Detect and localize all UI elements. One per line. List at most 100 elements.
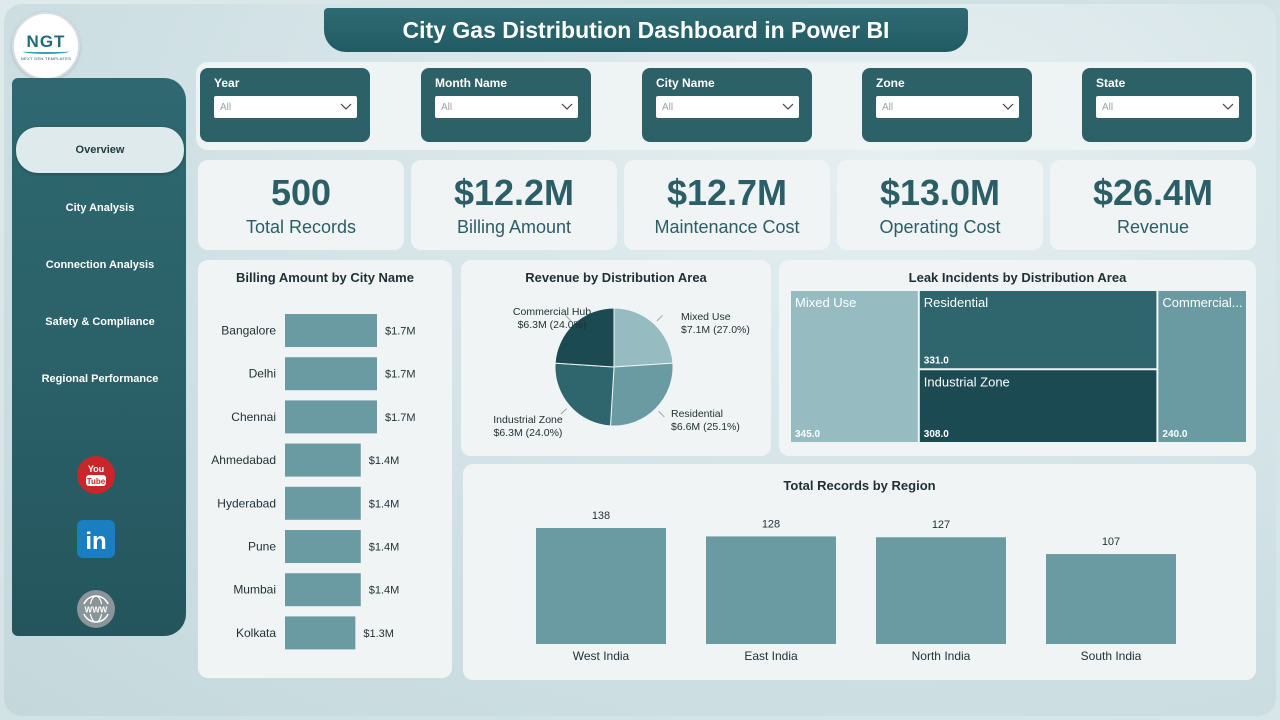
treemap-tile[interactable]	[791, 291, 918, 442]
category-label: Mumbai	[233, 583, 276, 597]
state-dropdown[interactable]: All	[1096, 96, 1239, 118]
data-label: 127	[932, 519, 950, 531]
kpi-label: Billing Amount	[456, 216, 572, 237]
slicer-value: All	[662, 101, 674, 113]
filter-bar: Year All Month Name All City Name All Zo…	[196, 62, 1256, 150]
bar[interactable]	[285, 530, 361, 563]
leader-line	[560, 408, 568, 415]
kpi-label: Maintenance Cost	[654, 216, 800, 237]
nav-city-analysis[interactable]: City Analysis	[16, 185, 184, 231]
bar[interactable]	[285, 573, 361, 607]
pie-slice[interactable]	[613, 307, 674, 368]
category-label: East India	[744, 649, 798, 663]
nav-label: City Analysis	[65, 202, 135, 214]
data-label: $1.4M	[369, 498, 400, 510]
bar[interactable]	[876, 537, 1006, 644]
treemap-tile[interactable]	[919, 370, 1157, 442]
data-label: $1.7M	[385, 412, 416, 424]
leader-line	[658, 411, 665, 418]
chevron-down-icon	[340, 103, 352, 110]
records-by-region-panel: Total Records by Region 138 West India 128…	[463, 464, 1256, 680]
bar[interactable]	[536, 528, 666, 644]
bar[interactable]	[706, 536, 836, 644]
category-label: Pune	[248, 540, 276, 554]
nav-label: Regional Performance	[41, 373, 159, 385]
slicer-label: Zone	[876, 76, 905, 90]
month-dropdown[interactable]: All	[435, 96, 578, 118]
kpi-label: Total Records	[245, 216, 357, 237]
month-slicer: Month Name All	[421, 68, 591, 142]
logo-swoosh	[23, 49, 69, 54]
data-label: $1.7M	[385, 326, 416, 338]
bar[interactable]	[285, 443, 361, 477]
data-label: $1.4M	[369, 542, 400, 554]
kpi-value: 500	[270, 171, 332, 213]
category-label: Bangalore	[221, 324, 276, 338]
slice-label: $6.3M (24.0%)	[494, 427, 563, 439]
year-slicer: Year All	[200, 68, 370, 142]
kpi-value: $12.7M	[666, 171, 788, 213]
slice-label: $6.6M (25.1%)	[671, 421, 740, 433]
pie-slice[interactable]	[554, 362, 615, 427]
city-slicer: City Name All	[642, 68, 812, 142]
youtube-icon[interactable]: You Tube	[76, 455, 116, 495]
www-icon[interactable]: WWW	[76, 589, 116, 629]
logo-mark: NGT	[26, 31, 66, 51]
svg-text:Tube: Tube	[87, 477, 106, 486]
data-label: $1.4M	[369, 585, 400, 597]
billing-by-city-panel: Billing Amount by City Name Bangalore $1.…	[198, 260, 452, 678]
year-dropdown[interactable]: All	[214, 96, 357, 118]
logo-subtitle: NEXT GEN TEMPLATES	[20, 55, 72, 61]
kpi-maintenance-cost: $12.7M Maintenance Cost	[624, 160, 830, 250]
slicer-label: Month Name	[435, 76, 507, 90]
data-label: 128	[762, 518, 780, 530]
chevron-down-icon	[782, 103, 794, 110]
nav-overview[interactable]: Overview	[16, 127, 184, 173]
bar[interactable]	[285, 357, 377, 391]
category-label: West India	[573, 649, 630, 663]
page-title: City Gas Distribution Dashboard in Power…	[324, 8, 968, 52]
treemap-tile[interactable]	[1158, 291, 1246, 442]
slice-name: Residential	[671, 408, 723, 420]
nav-regional-performance[interactable]: Regional Performance	[16, 356, 184, 402]
linkedin-icon[interactable]: in	[76, 519, 116, 559]
nav-connection-analysis[interactable]: Connection Analysis	[16, 242, 184, 288]
slicer-label: State	[1096, 76, 1126, 90]
data-label: 107	[1102, 536, 1120, 548]
kpi-label: Revenue	[1116, 216, 1190, 237]
city-dropdown[interactable]: All	[656, 96, 799, 118]
sidebar: Overview City Analysis Connection Analys…	[12, 78, 186, 636]
leak-incidents-panel: Leak Incidents by Distribution Area Mixe…	[779, 260, 1256, 456]
chevron-down-icon	[1222, 103, 1234, 110]
leader-line	[565, 314, 572, 322]
treemap-tile[interactable]	[919, 291, 1157, 369]
chevron-down-icon	[561, 103, 573, 110]
category-label: South India	[1081, 649, 1142, 663]
bar[interactable]	[285, 616, 356, 650]
slicer-label: Year	[214, 76, 240, 90]
slicer-value: All	[1102, 101, 1114, 113]
chart-title: Total Records by Region	[783, 478, 936, 493]
bar[interactable]	[285, 486, 361, 520]
records-by-region-chart: 138 West India 128 East India 127 North India…	[536, 510, 1176, 663]
nav-safety-compliance[interactable]: Safety & Compliance	[16, 299, 184, 345]
zone-dropdown[interactable]: All	[876, 96, 1019, 118]
data-label: $1.4M	[369, 455, 400, 467]
pie-slice[interactable]	[609, 362, 674, 427]
bar[interactable]	[1046, 554, 1176, 644]
tile-value: 308.0	[924, 429, 949, 440]
pie-slice[interactable]	[554, 307, 615, 368]
slice-name: Industrial Zone	[493, 414, 563, 426]
kpi-total-records: 500 Total Records	[198, 160, 404, 250]
chart-title: Revenue by Distribution Area	[525, 270, 707, 285]
zone-slicer: Zone All	[862, 68, 1032, 142]
bar[interactable]	[285, 400, 377, 434]
leader-line	[656, 314, 663, 322]
bar[interactable]	[285, 314, 377, 347]
data-label: 138	[592, 510, 610, 522]
kpi-value: $26.4M	[1092, 171, 1214, 213]
tile-name: Residential	[924, 295, 988, 310]
category-label: Chennai	[231, 410, 276, 424]
category-label: Delhi	[249, 367, 276, 381]
tile-name: Industrial Zone	[924, 374, 1010, 389]
